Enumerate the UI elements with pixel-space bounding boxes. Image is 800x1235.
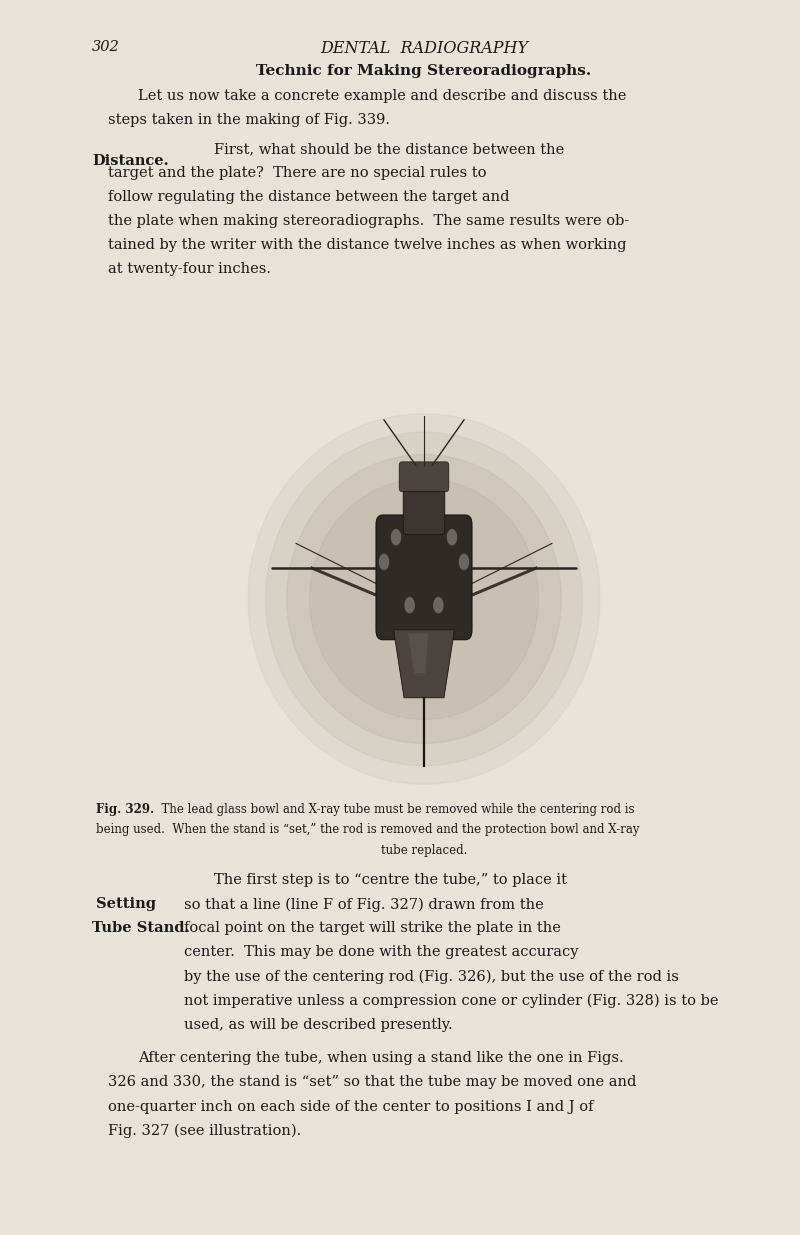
Text: used, as will be described presently.: used, as will be described presently. <box>184 1018 453 1031</box>
Text: 302: 302 <box>92 40 120 53</box>
Text: DENTAL  RADIOGRAPHY: DENTAL RADIOGRAPHY <box>320 40 528 57</box>
Text: by the use of the centering rod (Fig. 326), but the use of the rod is: by the use of the centering rod (Fig. 32… <box>184 969 679 984</box>
Text: 326 and 330, the stand is “set” so that the tube may be moved one and: 326 and 330, the stand is “set” so that … <box>108 1076 636 1089</box>
Text: First, what should be the distance between the: First, what should be the distance betwe… <box>214 142 565 156</box>
Text: Fig. 329.: Fig. 329. <box>96 803 154 816</box>
FancyBboxPatch shape <box>403 478 445 535</box>
FancyBboxPatch shape <box>376 515 472 640</box>
Circle shape <box>433 597 444 614</box>
Text: focal point on the target will strike the plate in the: focal point on the target will strike th… <box>184 921 561 935</box>
Polygon shape <box>394 630 454 698</box>
Circle shape <box>446 529 458 546</box>
Text: at twenty-four inches.: at twenty-four inches. <box>108 262 271 277</box>
Text: Fig. 327 (see illustration).: Fig. 327 (see illustration). <box>108 1124 302 1137</box>
Text: Setting: Setting <box>96 897 156 911</box>
Text: Distance.: Distance. <box>92 154 169 168</box>
Text: After centering the tube, when using a stand like the one in Figs.: After centering the tube, when using a s… <box>138 1051 624 1066</box>
Text: follow regulating the distance between the target and: follow regulating the distance between t… <box>108 190 510 204</box>
Text: Tube Stand.: Tube Stand. <box>92 921 190 935</box>
Text: being used.  When the stand is “set,” the rod is removed and the protection bowl: being used. When the stand is “set,” the… <box>96 824 639 836</box>
Text: Let us now take a concrete example and describe and discuss the: Let us now take a concrete example and d… <box>138 89 626 103</box>
Ellipse shape <box>286 454 562 743</box>
Text: The lead glass bowl and X-ray tube must be removed while the centering rod is: The lead glass bowl and X-ray tube must … <box>154 803 634 816</box>
FancyBboxPatch shape <box>399 462 449 492</box>
Text: tained by the writer with the distance twelve inches as when working: tained by the writer with the distance t… <box>108 238 626 252</box>
Circle shape <box>390 529 402 546</box>
Ellipse shape <box>292 461 556 739</box>
Text: the plate when making stereoradiographs.  The same results were ob-: the plate when making stereoradiographs.… <box>108 214 630 228</box>
Ellipse shape <box>248 414 600 784</box>
Circle shape <box>378 553 390 571</box>
Text: not imperative unless a compression cone or cylinder (Fig. 328) is to be: not imperative unless a compression cone… <box>184 993 718 1008</box>
Circle shape <box>404 597 415 614</box>
Ellipse shape <box>310 479 538 719</box>
Ellipse shape <box>266 432 582 766</box>
Text: target and the plate?  There are no special rules to: target and the plate? There are no speci… <box>108 165 486 180</box>
Text: Technic for Making Stereoradiographs.: Technic for Making Stereoradiographs. <box>256 64 592 78</box>
Circle shape <box>458 553 470 571</box>
Text: tube replaced.: tube replaced. <box>381 844 467 857</box>
Text: one-quarter inch on each side of the center to positions I and J of: one-quarter inch on each side of the cen… <box>108 1099 594 1114</box>
Text: so that a line (line F of Fig. 327) drawn from the: so that a line (line F of Fig. 327) draw… <box>184 897 544 911</box>
Text: The first step is to “centre the tube,” to place it: The first step is to “centre the tube,” … <box>214 873 567 887</box>
Polygon shape <box>408 634 428 673</box>
Text: steps taken in the making of Fig. 339.: steps taken in the making of Fig. 339. <box>108 112 390 127</box>
Text: center.  This may be done with the greatest accuracy: center. This may be done with the greate… <box>184 946 578 960</box>
